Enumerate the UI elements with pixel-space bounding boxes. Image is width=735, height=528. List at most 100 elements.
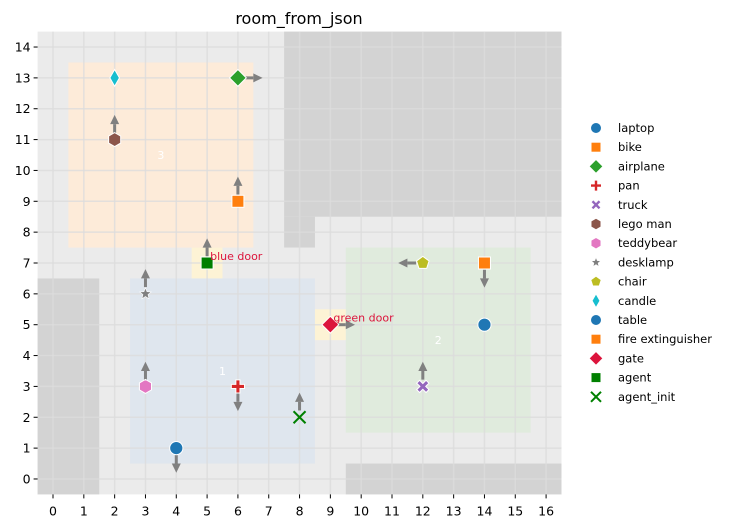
legend-marker [591, 292, 601, 309]
x-tick-label: 9 [326, 503, 334, 518]
lego-man-arrow-head [110, 114, 120, 125]
legend-marker [590, 256, 602, 268]
fire-extinguisher-arrow-head [479, 278, 489, 288]
y-tick-label: 12 [15, 101, 31, 116]
legend-label: truck [618, 198, 648, 212]
x-tick-label: 12 [415, 503, 431, 518]
y-tick-label: 6 [23, 286, 31, 301]
legend-marker [590, 236, 602, 250]
table-marker [477, 317, 492, 332]
legend-label: fire extinguisher [618, 332, 712, 346]
x-tick-label: 7 [265, 503, 273, 518]
legend-marker [590, 122, 602, 134]
x-tick-label: 15 [507, 503, 523, 518]
legend-marker [590, 179, 602, 192]
y-tick-label: 9 [23, 194, 31, 209]
teddybear-marker [138, 378, 152, 394]
lego-man-marker [108, 132, 122, 148]
pan-marker [230, 379, 246, 394]
legend-marker-stroke [590, 391, 602, 403]
door-label: green door [333, 312, 394, 325]
agent-arrow-head [202, 238, 212, 248]
legend-item: gate [588, 350, 644, 367]
legend-marker [590, 217, 602, 231]
y-tick-label: 4 [23, 348, 31, 363]
room-label: 2 [435, 334, 442, 347]
room-1 [130, 278, 315, 464]
teddybear-arrow-head [140, 361, 150, 371]
y-tick-label: 7 [23, 256, 31, 271]
y-tick-label: 14 [15, 40, 31, 55]
legend-item: chair [590, 275, 647, 289]
x-tick-label: 5 [203, 503, 211, 518]
legend-label: teddybear [618, 236, 677, 250]
legend-marker [588, 158, 604, 175]
desklamp-marker [138, 287, 152, 300]
y-tick-label: 1 [23, 441, 31, 456]
room-2 [345, 247, 531, 433]
x-tick-label: 1 [80, 503, 88, 518]
x-tick-label: 13 [446, 503, 462, 518]
y-tick-label: 2 [23, 410, 31, 425]
airplane-marker [228, 68, 248, 87]
legend-item: lego man [590, 217, 672, 231]
x-tick-label: 0 [49, 503, 57, 518]
legend-label: gate [618, 351, 644, 365]
legend-label: laptop [618, 121, 654, 135]
legend-label: agent_init [618, 390, 676, 404]
legend-label: pan [618, 179, 640, 193]
desklamp-arrow-head [140, 269, 150, 279]
x-tick-label: 6 [234, 503, 242, 518]
legend-label: airplane [618, 159, 665, 173]
legend-marker [590, 275, 602, 287]
legend-item: agent [590, 371, 652, 385]
legend-marker [590, 199, 602, 211]
room-label: 1 [219, 365, 226, 378]
agent_init-marker-stroke [292, 410, 307, 424]
x-tick-label: 14 [477, 503, 493, 518]
candle-marker [109, 68, 121, 88]
x-tick-label: 11 [384, 503, 400, 518]
chart-title: room_from_json [235, 9, 362, 29]
laptop-arrow-head [171, 463, 181, 473]
legend-item: teddybear [590, 236, 677, 250]
legend-label: bike [618, 140, 642, 154]
gate-marker [321, 315, 340, 334]
gate-arrow-head [345, 320, 356, 330]
legend-marker [590, 372, 602, 384]
y-tick-label: 13 [15, 70, 31, 85]
pan-arrow-head [233, 401, 243, 412]
x-tick-label: 3 [141, 503, 149, 518]
airplane-arrow-head [253, 73, 263, 83]
agent_init-marker [292, 410, 307, 424]
fire-extinguisher-marker [477, 256, 491, 270]
y-tick-label: 0 [23, 471, 31, 486]
legend-label: desklamp [618, 255, 674, 269]
legend-marker [590, 314, 602, 326]
agent-marker [200, 256, 214, 270]
legend-marker [590, 333, 602, 345]
x-tick-label: 16 [538, 503, 554, 518]
legend-marker-shape [590, 199, 602, 211]
legend-label: chair [618, 275, 647, 289]
chair-arrow-head [398, 258, 408, 268]
y-tick-label: 8 [23, 225, 31, 240]
room-3 [68, 62, 254, 248]
y-tick-label: 10 [15, 163, 31, 178]
y-tick-label: 5 [23, 317, 31, 332]
chair-marker [415, 255, 430, 269]
legend-item: airplane [588, 158, 665, 175]
truck-arrow-head [418, 361, 428, 371]
legend-item: candle [591, 292, 656, 309]
legend-label: candle [618, 294, 656, 308]
legend-item: laptop [590, 121, 654, 135]
legend-item: desklamp [590, 255, 674, 269]
legend-item: fire extinguisher [590, 332, 712, 346]
x-tick-label: 8 [296, 503, 304, 518]
legend-label: table [618, 313, 647, 327]
legend-label: agent [618, 371, 652, 385]
legend-item: truck [590, 198, 648, 212]
y-tick-label: 11 [15, 132, 31, 147]
